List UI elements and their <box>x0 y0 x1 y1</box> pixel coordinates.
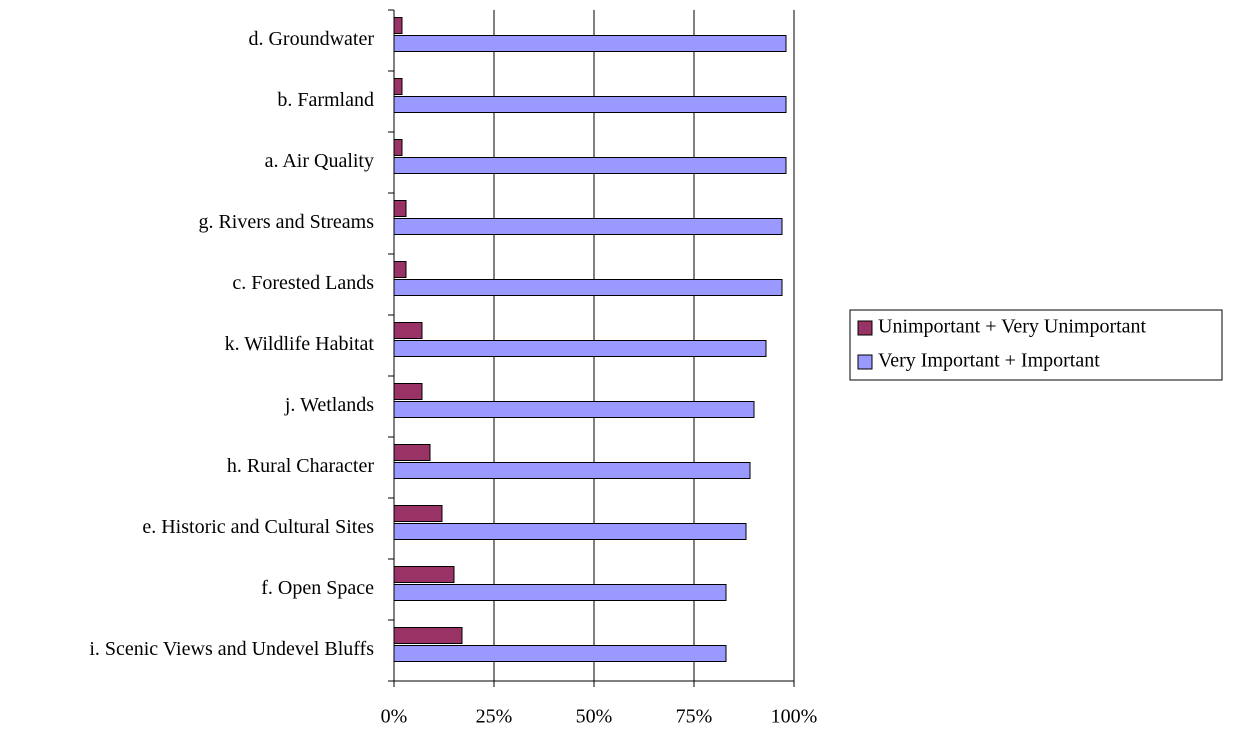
x-tick-label: 75% <box>676 706 713 728</box>
bar <box>393 645 727 662</box>
bar <box>393 78 403 95</box>
bar <box>393 523 747 540</box>
bar <box>393 17 403 34</box>
bar <box>393 139 403 156</box>
bar <box>393 444 431 461</box>
bar <box>393 200 407 217</box>
bar <box>393 322 423 339</box>
legend-box <box>849 309 1223 381</box>
y-tick-label: k. Wildlife Habitat <box>225 333 375 355</box>
bar <box>393 462 751 479</box>
bar <box>393 401 755 418</box>
legend-label: Unimportant + Very Unimportant <box>878 316 1147 338</box>
bar <box>393 383 423 400</box>
x-tick-label: 50% <box>576 706 613 728</box>
y-tick-label: h. Rural Character <box>227 455 374 477</box>
x-tick-label: 0% <box>381 706 408 728</box>
y-tick-label: j. Wetlands <box>284 394 374 416</box>
y-tick-label: c. Forested Lands <box>232 272 374 294</box>
legend-swatch <box>857 354 873 370</box>
legend-swatch <box>857 320 873 336</box>
bar <box>393 584 727 601</box>
y-tick-label: f. Open Space <box>261 577 374 599</box>
legend-label: Very Important + Important <box>878 350 1100 372</box>
bar <box>393 627 463 644</box>
bar <box>393 261 407 278</box>
y-tick-label: e. Historic and Cultural Sites <box>142 516 374 538</box>
y-tick-label: i. Scenic Views and Undevel Bluffs <box>89 638 374 660</box>
bar <box>393 505 443 522</box>
bar <box>393 157 787 174</box>
bar <box>393 96 787 113</box>
bar <box>393 279 783 296</box>
y-tick-label: g. Rivers and Streams <box>198 211 374 233</box>
y-tick-label: b. Farmland <box>277 89 374 111</box>
bar <box>393 340 767 357</box>
y-tick-label: d. Groundwater <box>248 28 374 50</box>
bar <box>393 35 787 52</box>
x-tick-label: 25% <box>476 706 513 728</box>
y-tick-label: a. Air Quality <box>265 150 374 172</box>
x-tick-label: 100% <box>771 706 818 728</box>
bar <box>393 218 783 235</box>
bar <box>393 566 455 583</box>
